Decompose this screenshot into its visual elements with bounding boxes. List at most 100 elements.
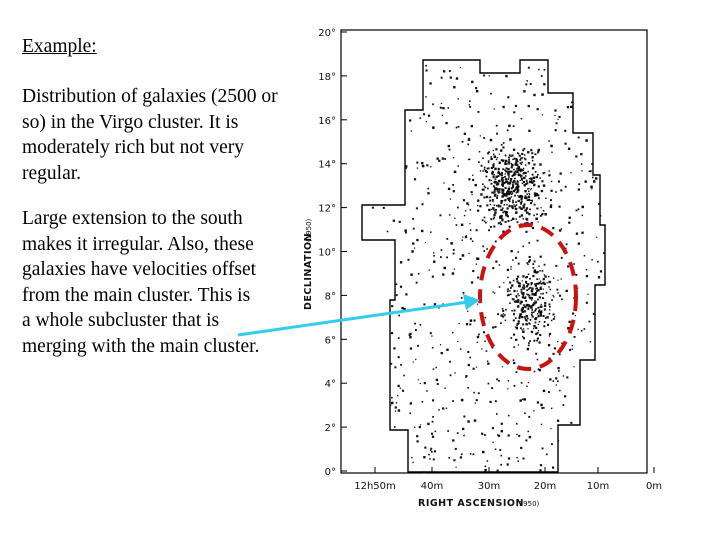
galaxy-point bbox=[455, 466, 457, 468]
galaxy-point bbox=[502, 309, 505, 312]
galaxy-point bbox=[517, 282, 520, 285]
galaxy-point bbox=[508, 205, 511, 208]
galaxy-point bbox=[453, 86, 456, 89]
galaxy-point bbox=[557, 367, 560, 370]
galaxy-point bbox=[500, 454, 503, 457]
galaxy-point bbox=[548, 286, 550, 288]
galaxy-point bbox=[552, 380, 555, 382]
galaxy-point bbox=[529, 83, 532, 85]
galaxy-point bbox=[453, 170, 457, 174]
galaxy-point bbox=[506, 190, 509, 193]
galaxy-point bbox=[543, 274, 546, 276]
galaxy-point bbox=[505, 187, 507, 189]
galaxy-point bbox=[524, 209, 527, 212]
galaxy-point bbox=[481, 432, 484, 435]
galaxy-point bbox=[520, 446, 523, 449]
galaxy-point bbox=[523, 304, 525, 306]
galaxy-point bbox=[491, 170, 494, 174]
galaxy-point bbox=[521, 161, 523, 164]
galaxy-point bbox=[507, 293, 510, 296]
galaxy-point bbox=[403, 308, 406, 311]
galaxy-point bbox=[543, 282, 546, 285]
galaxy-point bbox=[530, 283, 532, 286]
galaxy-point bbox=[506, 290, 509, 293]
galaxy-point bbox=[585, 139, 588, 142]
galaxy-point bbox=[542, 278, 545, 281]
y-tick-label: 14° bbox=[318, 160, 336, 171]
galaxy-point bbox=[452, 400, 454, 402]
galaxy-point bbox=[465, 235, 467, 237]
galaxy-point bbox=[573, 366, 575, 368]
galaxy-point bbox=[505, 170, 508, 173]
galaxy-point bbox=[507, 173, 510, 176]
galaxy-point bbox=[414, 322, 416, 325]
galaxy-point bbox=[481, 219, 484, 222]
galaxy-point bbox=[482, 450, 485, 454]
galaxy-point bbox=[488, 75, 490, 77]
galaxy-point bbox=[497, 167, 500, 170]
galaxy-point bbox=[564, 142, 567, 145]
y-tick-label: 16° bbox=[318, 116, 336, 127]
galaxy-point bbox=[461, 254, 465, 257]
galaxy-point bbox=[534, 321, 537, 324]
galaxy-point bbox=[521, 179, 523, 181]
galaxy-point bbox=[521, 286, 524, 289]
galaxy-point bbox=[543, 325, 546, 328]
galaxy-point bbox=[512, 158, 514, 161]
galaxy-point bbox=[471, 194, 473, 196]
galaxy-point bbox=[501, 191, 504, 194]
galaxy-point bbox=[543, 263, 546, 266]
galaxy-point bbox=[517, 262, 520, 265]
galaxy-point bbox=[515, 173, 517, 175]
galaxy-point bbox=[543, 407, 545, 409]
galaxy-point bbox=[539, 255, 542, 258]
galaxy-point bbox=[562, 404, 565, 406]
galaxy-point bbox=[603, 252, 606, 255]
galaxy-point bbox=[554, 129, 557, 132]
galaxy-point bbox=[531, 159, 534, 162]
galaxy-point bbox=[522, 181, 525, 184]
galaxy-point bbox=[486, 360, 489, 362]
galaxy-point bbox=[427, 187, 430, 190]
galaxy-point bbox=[522, 218, 524, 220]
galaxy-point bbox=[555, 191, 557, 193]
galaxy-point bbox=[540, 305, 543, 308]
galaxy-point bbox=[492, 164, 495, 167]
galaxy-point bbox=[580, 329, 583, 332]
galaxy-point bbox=[502, 207, 504, 209]
galaxy-point bbox=[574, 315, 576, 317]
galaxy-point bbox=[513, 385, 516, 387]
subcluster-ellipse bbox=[478, 223, 578, 371]
galaxy-point bbox=[590, 185, 593, 189]
galaxy-point bbox=[461, 140, 464, 143]
galaxy-point bbox=[528, 255, 531, 258]
galaxy-point bbox=[415, 207, 418, 210]
galaxy-point bbox=[492, 149, 494, 152]
galaxy-point bbox=[520, 316, 524, 319]
galaxy-point bbox=[535, 352, 538, 355]
galaxy-point bbox=[540, 293, 542, 295]
galaxy-point bbox=[571, 348, 573, 350]
galaxy-point bbox=[537, 148, 540, 152]
galaxy-point bbox=[531, 167, 535, 170]
galaxy-point bbox=[493, 108, 495, 110]
galaxy-point bbox=[508, 191, 512, 195]
galaxy-point bbox=[539, 163, 542, 166]
galaxy-point bbox=[498, 161, 501, 164]
galaxy-point bbox=[577, 328, 579, 331]
galaxy-point bbox=[429, 82, 432, 85]
galaxy-point bbox=[506, 203, 508, 206]
galaxy-point bbox=[493, 225, 496, 228]
subcluster-paragraph: Large extension to the south makes it ir… bbox=[22, 208, 260, 357]
galaxy-point bbox=[493, 188, 496, 191]
galaxy-point bbox=[492, 441, 494, 443]
galaxy-point bbox=[535, 292, 538, 294]
galaxy-point bbox=[507, 171, 510, 174]
galaxy-point bbox=[519, 302, 522, 305]
description-paragraph: Distribution of galaxies (2500 or so) in… bbox=[22, 86, 278, 184]
galaxy-point bbox=[533, 214, 535, 217]
galaxy-point bbox=[517, 305, 520, 308]
galaxy-point bbox=[528, 178, 531, 180]
galaxy-point bbox=[541, 212, 544, 215]
galaxy-point bbox=[516, 183, 519, 186]
